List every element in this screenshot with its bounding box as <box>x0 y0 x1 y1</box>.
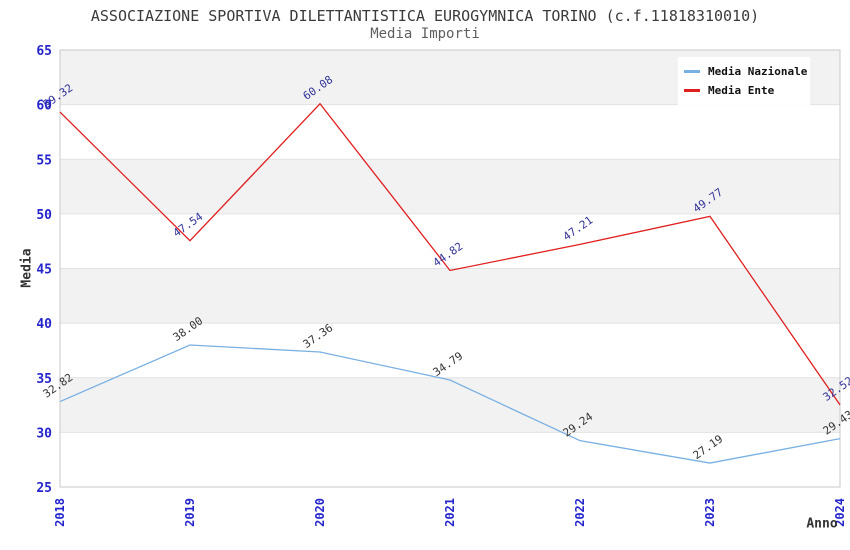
plot-band <box>60 377 840 433</box>
y-tick-label: 30 <box>36 426 52 441</box>
x-axis-title: Anno <box>806 516 838 532</box>
legend-item-media-nazionale: Media Nazionale <box>684 62 810 81</box>
y-tick-label: 65 <box>36 44 52 59</box>
y-tick-label: 45 <box>36 263 52 278</box>
y-tick-label: 50 <box>36 208 52 223</box>
x-tick-label: 2021 <box>443 498 457 527</box>
plot-band <box>60 104 840 160</box>
y-axis-title: Media <box>19 248 35 288</box>
y-tick-label: 60 <box>36 99 52 114</box>
y-tick-label: 25 <box>36 481 52 496</box>
legend: Media Nazionale Media Ente <box>678 57 810 105</box>
plot-band <box>60 432 840 487</box>
legend-swatch-blue-line <box>684 70 700 73</box>
chart-title: ASSOCIAZIONE SPORTIVA DILETTANTISTICA EU… <box>90 7 760 25</box>
chart-subtitle: Media Importi <box>370 26 480 42</box>
series-line-media-ente <box>59 102 841 406</box>
plot-band <box>60 323 840 378</box>
legend-label-media-ente: Media Ente <box>708 84 775 97</box>
x-tick-label: 2018 <box>53 498 67 527</box>
series-line-media-nazionale <box>59 344 841 464</box>
y-tick-label: 40 <box>36 317 52 332</box>
legend-label-media-nazionale: Media Nazionale <box>708 65 808 78</box>
x-tick-label: 2023 <box>703 498 717 527</box>
y-tick-label: 55 <box>36 153 52 168</box>
x-tick-label: 2024 <box>833 498 847 527</box>
plot-band <box>60 159 840 214</box>
x-tick-label: 2019 <box>183 498 197 527</box>
legend-swatch-red-line <box>684 89 700 92</box>
legend-item-media-ente: Media Ente <box>684 81 810 100</box>
plot-border <box>59 49 841 488</box>
x-tick-label: 2020 <box>313 498 327 527</box>
plot-band <box>60 268 840 324</box>
x-tick-label: 2022 <box>573 498 587 527</box>
y-tick-label: 35 <box>36 372 52 387</box>
